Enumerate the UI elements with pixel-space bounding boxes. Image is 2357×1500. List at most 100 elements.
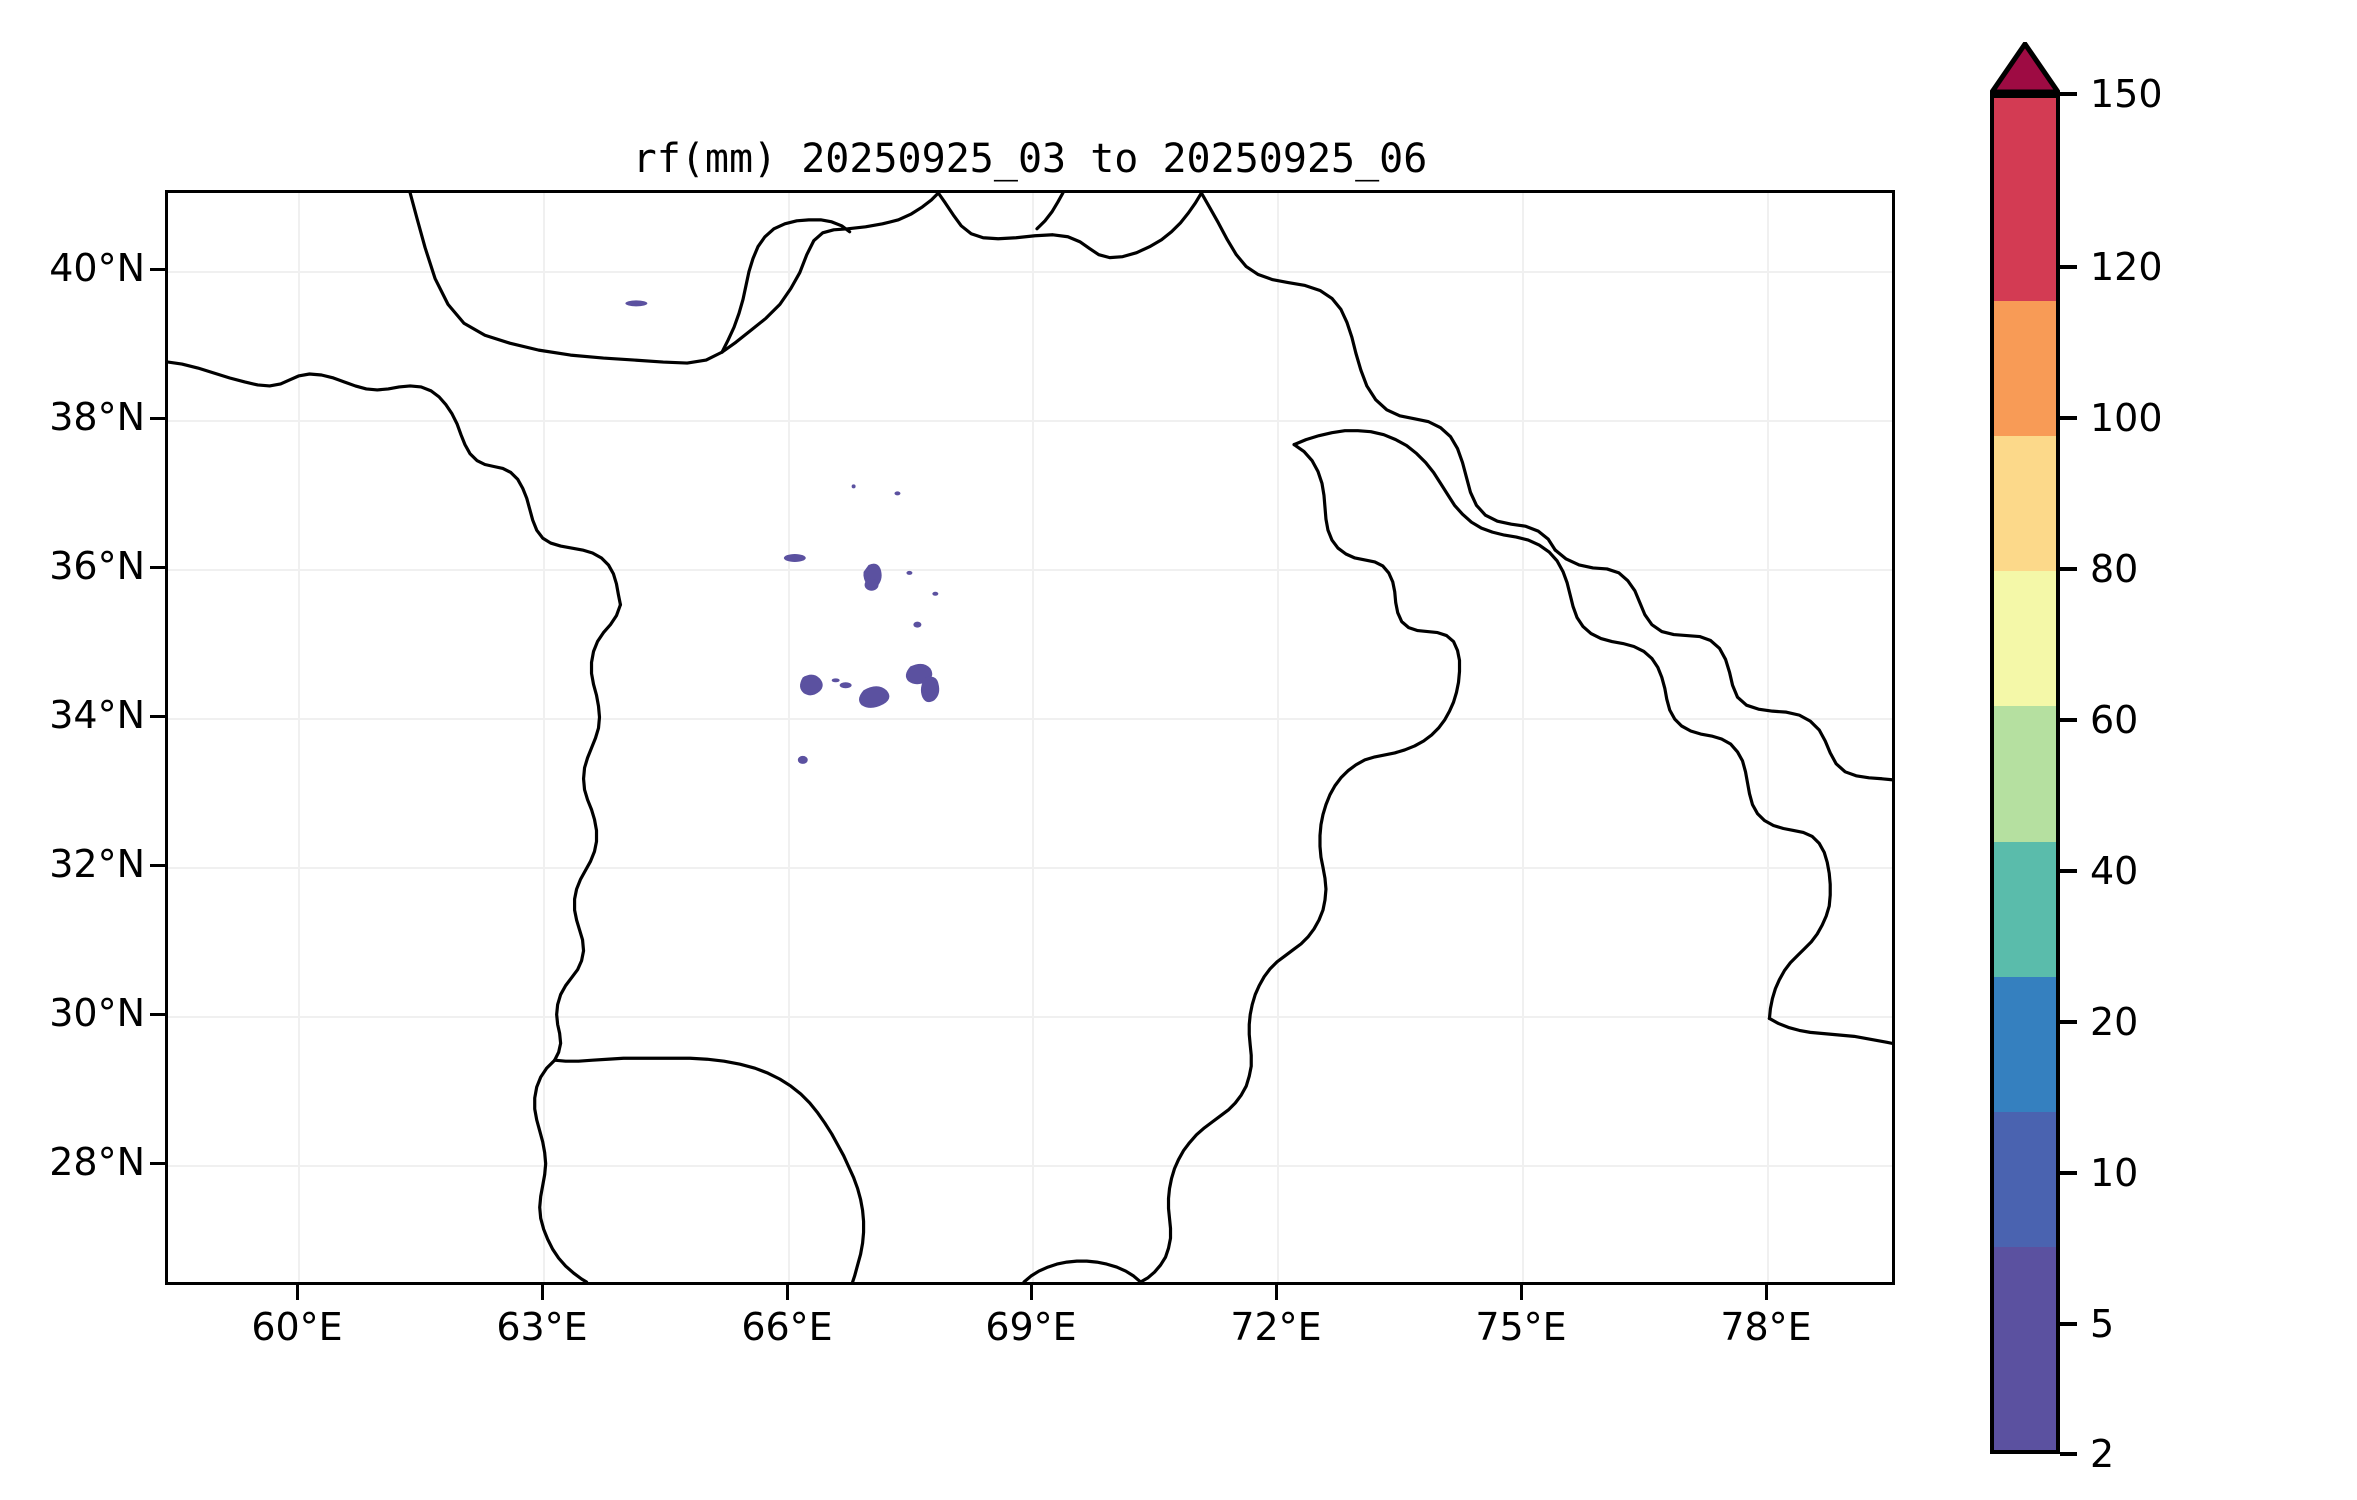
xtick-78 bbox=[1765, 1285, 1768, 1300]
gridline-lon-72 bbox=[1277, 193, 1279, 1282]
border-afghanistan-southwest bbox=[553, 1056, 866, 1282]
colorbar-bands bbox=[1990, 94, 2060, 1454]
xtick-69 bbox=[1030, 1285, 1033, 1300]
colorbar-tick-100 bbox=[2060, 416, 2077, 420]
colorbar-tick-120 bbox=[2060, 265, 2077, 269]
border-kyrgyzstan-segment bbox=[1035, 193, 1065, 231]
precip-cell-border-6 bbox=[831, 678, 840, 683]
colorbar-label-10: 10 bbox=[2090, 1151, 2139, 1195]
precip-cell-border-3 bbox=[859, 686, 890, 708]
precip-cell-e bbox=[932, 591, 939, 596]
precip-cell-south bbox=[797, 755, 808, 764]
colorbar-tick-10 bbox=[2060, 1171, 2077, 1175]
colorbar-tick-40 bbox=[2060, 869, 2077, 873]
colorbar-band-60-80 bbox=[1994, 571, 2056, 707]
border-iran-southeast bbox=[533, 1058, 589, 1282]
border-turkmenistan-north bbox=[408, 193, 940, 365]
map-geography bbox=[168, 193, 1892, 1282]
xtick-label-63: 63°E bbox=[496, 1305, 588, 1349]
colorbar[interactable] bbox=[1990, 42, 2060, 1454]
gridline-lon-78 bbox=[1767, 193, 1769, 1282]
border-iran-east bbox=[168, 360, 623, 607]
gridline-lat-38 bbox=[168, 420, 1892, 422]
gridline-lon-60 bbox=[298, 193, 300, 1282]
precip-cell-d bbox=[906, 570, 913, 575]
ytick-label-28: 28°N bbox=[49, 1140, 145, 1184]
border-uzbek-kazakh-segment bbox=[720, 218, 852, 354]
xtick-63 bbox=[541, 1285, 544, 1300]
precip-cell-h bbox=[894, 491, 901, 496]
gridline-lon-69 bbox=[1032, 193, 1034, 1282]
colorbar-label-60: 60 bbox=[2090, 698, 2139, 742]
precipitation-cells bbox=[625, 300, 940, 764]
ytick-28 bbox=[150, 1162, 165, 1165]
gridline-lat-40 bbox=[168, 271, 1892, 273]
map-axes[interactable] bbox=[165, 190, 1895, 1285]
gridline-lat-32 bbox=[168, 867, 1892, 869]
precip-cell-f bbox=[913, 621, 922, 628]
gridline-lat-34 bbox=[168, 718, 1892, 720]
border-uzbekistan-north bbox=[936, 193, 1203, 260]
border-tajikistan-north bbox=[1199, 193, 1557, 552]
precip-cell-border-2 bbox=[839, 682, 852, 689]
colorbar-label-120: 120 bbox=[2090, 245, 2163, 289]
precip-cell-north bbox=[625, 300, 648, 307]
xtick-label-69: 69°E bbox=[985, 1305, 1077, 1349]
ytick-label-32: 32°N bbox=[49, 842, 145, 886]
colorbar-tick-20 bbox=[2060, 1020, 2077, 1024]
xtick-label-60: 60°E bbox=[251, 1305, 343, 1349]
gridline-lat-28 bbox=[168, 1165, 1892, 1167]
colorbar-band-80-100 bbox=[1994, 436, 2056, 572]
colorbar-label-40: 40 bbox=[2090, 849, 2139, 893]
xtick-75 bbox=[1520, 1285, 1523, 1300]
ytick-38 bbox=[150, 417, 165, 420]
ytick-label-34: 34°N bbox=[49, 693, 145, 737]
gridline-lon-75 bbox=[1522, 193, 1524, 1282]
colorbar-band-100-120 bbox=[1994, 300, 2056, 436]
gridline-lon-66 bbox=[788, 193, 790, 1282]
colorbar-band-40-60 bbox=[1994, 706, 2056, 842]
colorbar-tick-60 bbox=[2060, 718, 2077, 722]
border-pakistan-east bbox=[1292, 429, 1832, 1021]
colorbar-band-20-40 bbox=[1994, 841, 2056, 977]
colorbar-band-2-5 bbox=[1994, 1247, 2056, 1451]
ytick-label-40: 40°N bbox=[49, 246, 145, 290]
colorbar-tick-80 bbox=[2060, 567, 2077, 571]
coastline-pakistan-south bbox=[1022, 1259, 1143, 1282]
gridline-lon-63 bbox=[543, 193, 545, 1282]
colorbar-label-150: 150 bbox=[2090, 72, 2163, 116]
precip-cell-c bbox=[864, 578, 879, 591]
precip-cell-border-1 bbox=[800, 674, 823, 696]
colorbar-label-2: 2 bbox=[2090, 1432, 2115, 1476]
colorbar-band-5-10 bbox=[1994, 1112, 2056, 1248]
colorbar-tick-5 bbox=[2060, 1322, 2077, 1326]
gridline-lat-36 bbox=[168, 569, 1892, 571]
xtick-label-78: 78°E bbox=[1720, 1305, 1812, 1349]
xtick-label-75: 75°E bbox=[1475, 1305, 1567, 1349]
border-afghanistan-west bbox=[553, 603, 623, 1062]
precip-cell-border-5 bbox=[920, 676, 940, 703]
chart-title-line-1: rf(mm) 20250925_03 to 20250925_06 bbox=[632, 136, 1428, 183]
colorbar-label-5: 5 bbox=[2090, 1302, 2115, 1346]
precip-cell-a bbox=[783, 554, 806, 562]
colorbar-band-10-20 bbox=[1994, 976, 2056, 1113]
xtick-60 bbox=[296, 1285, 299, 1300]
xtick-label-72: 72°E bbox=[1230, 1305, 1322, 1349]
ytick-40 bbox=[150, 268, 165, 271]
colorbar-band-120-150 bbox=[1994, 98, 2056, 301]
colorbar-label-100: 100 bbox=[2090, 396, 2163, 440]
xtick-66 bbox=[786, 1285, 789, 1300]
xtick-72 bbox=[1275, 1285, 1278, 1300]
xtick-label-66: 66°E bbox=[741, 1305, 833, 1349]
ytick-label-38: 38°N bbox=[49, 395, 145, 439]
ytick-34 bbox=[150, 715, 165, 718]
border-india-northwest bbox=[1767, 1016, 1892, 1045]
colorbar-label-20: 20 bbox=[2090, 1000, 2139, 1044]
precip-cell-g bbox=[851, 484, 856, 489]
ytick-label-36: 36°N bbox=[49, 544, 145, 588]
country-borders bbox=[168, 193, 1892, 1282]
colorbar-tick-2 bbox=[2060, 1452, 2077, 1456]
map-gridlines bbox=[168, 193, 1892, 1282]
gridline-lat-30 bbox=[168, 1016, 1892, 1018]
ytick-32 bbox=[150, 864, 165, 867]
